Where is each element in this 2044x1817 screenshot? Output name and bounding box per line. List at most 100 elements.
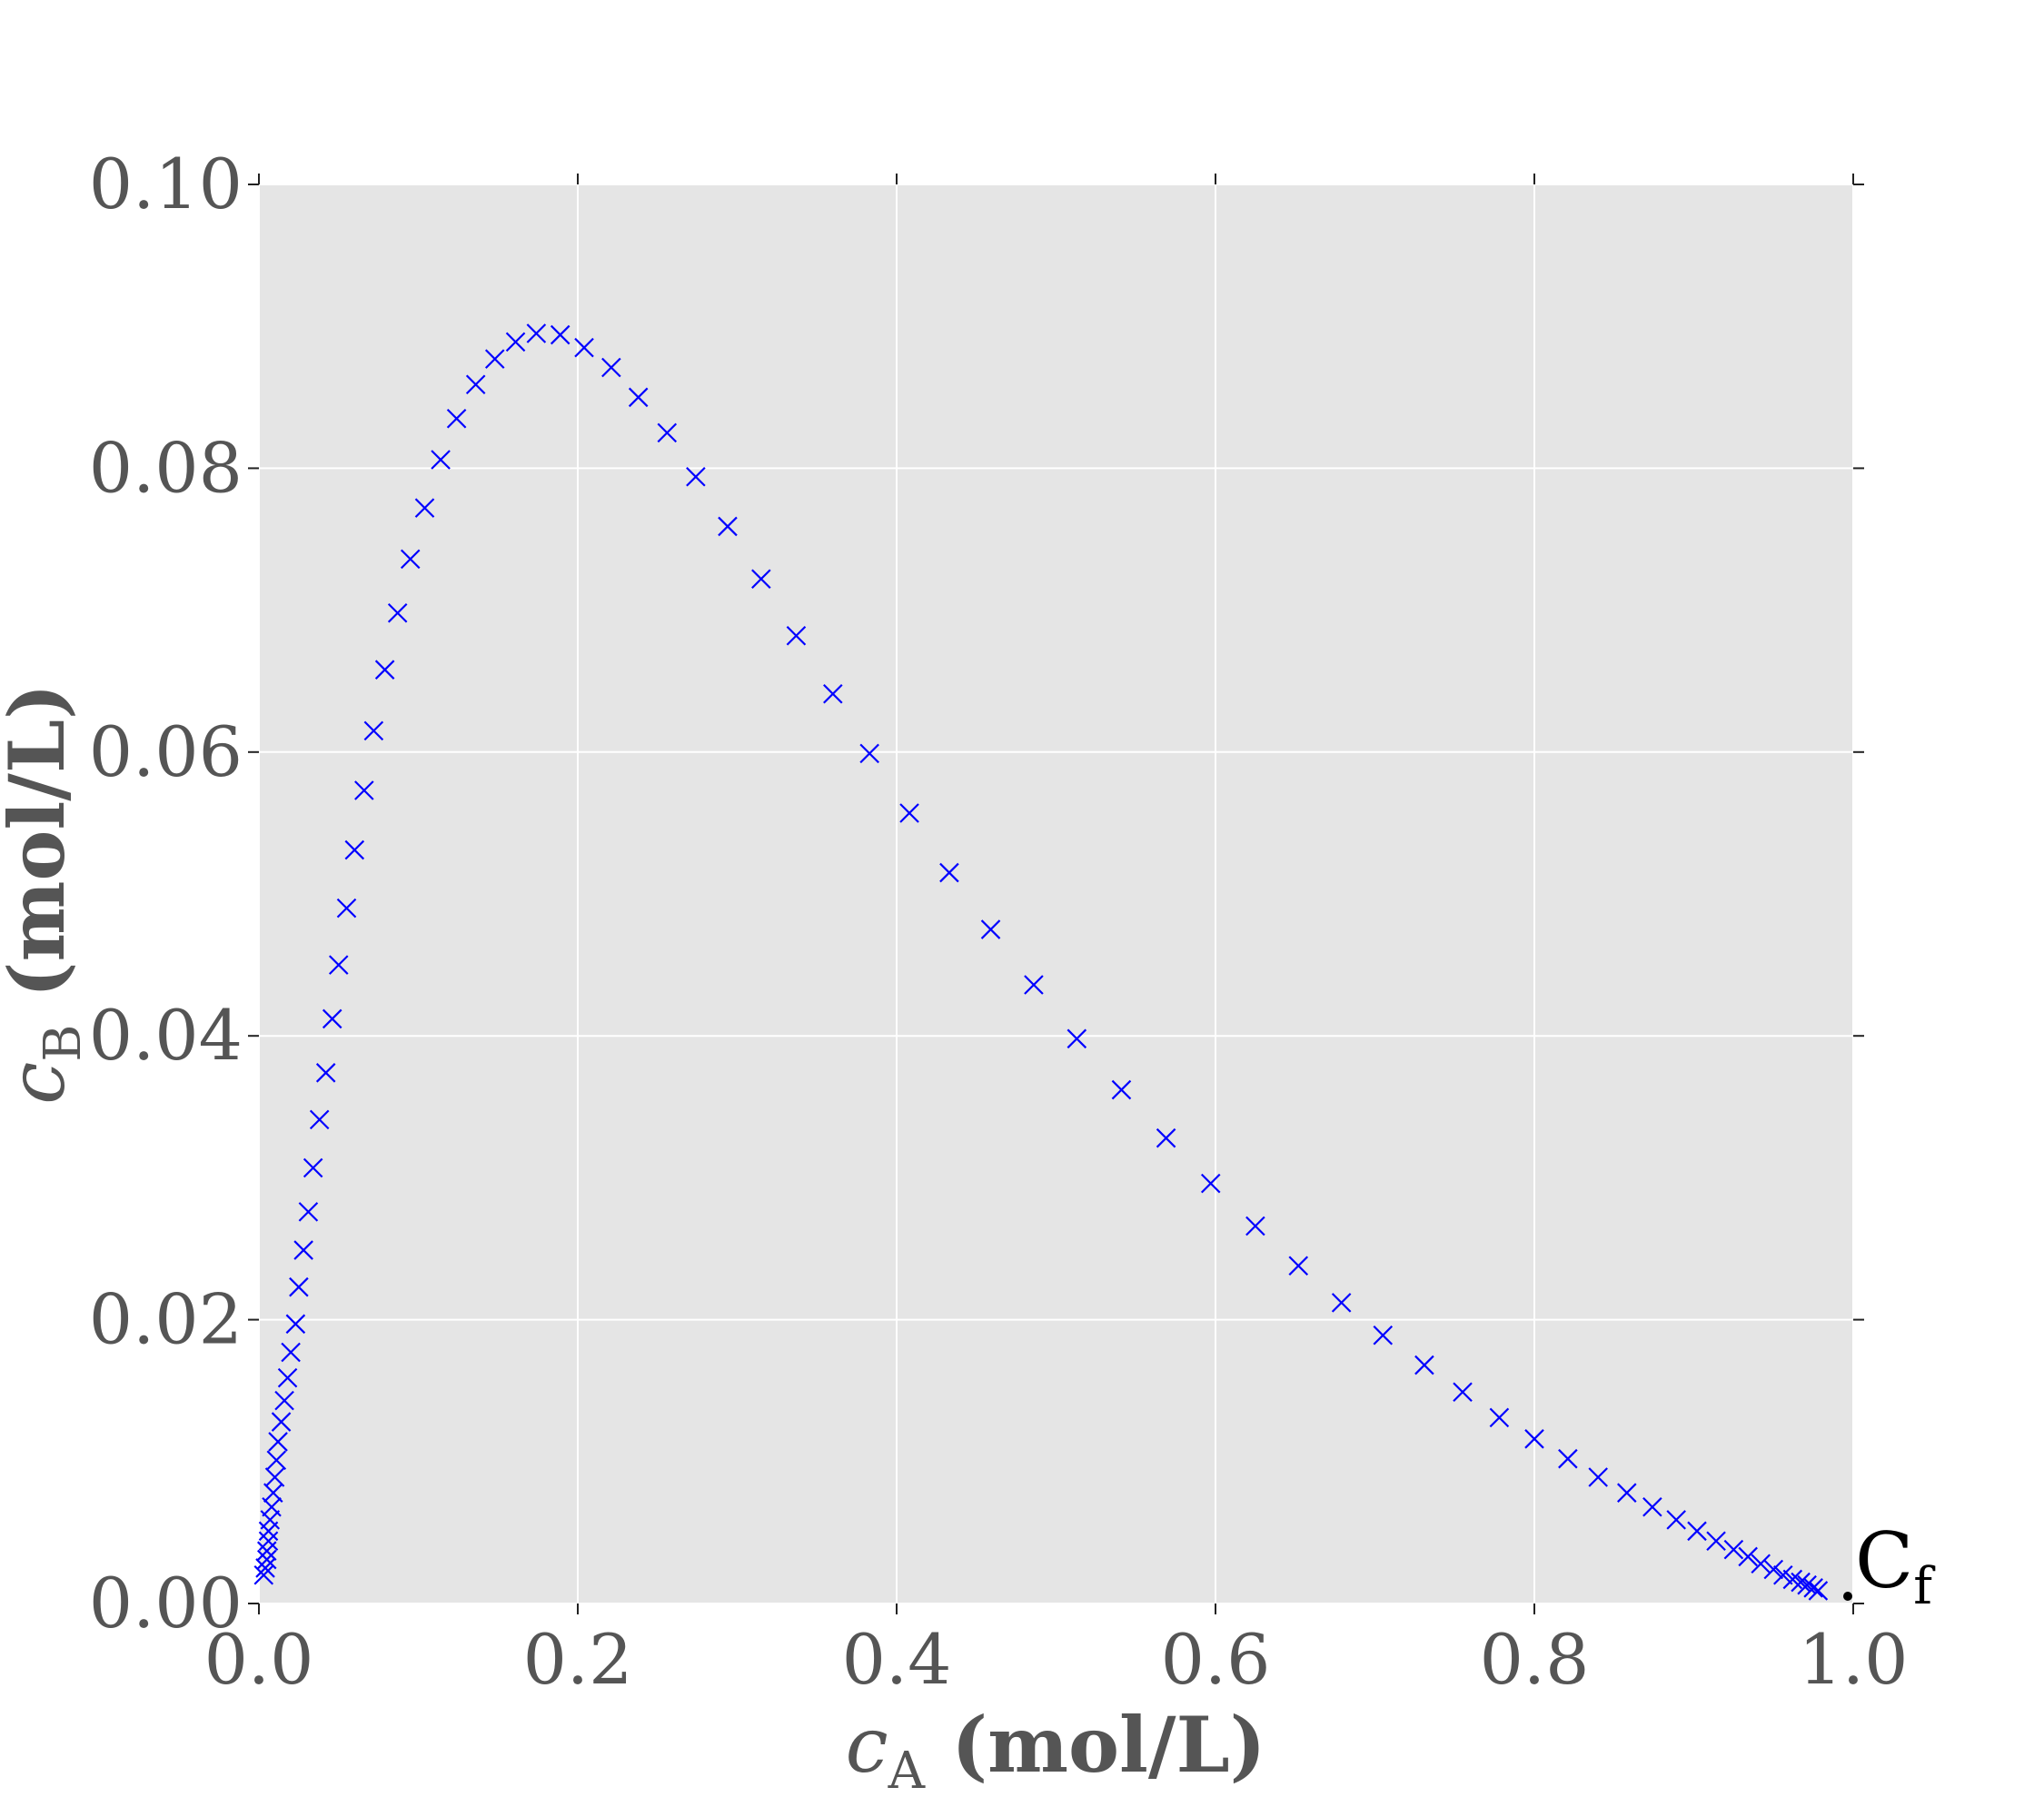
y-tick-labels: 0.00 0.02 0.04 0.06 0.08 0.10 [89,144,243,1643]
data-point [1797,1574,1817,1595]
data-point [309,1109,330,1130]
data-point [1558,1448,1578,1469]
x-axis-label-var: c [846,1701,888,1790]
data-point [285,1314,306,1335]
x-tick-label: 0.8 [1480,1619,1590,1700]
data-point [293,1240,313,1260]
data-point [1687,1521,1707,1542]
data-point [718,516,738,537]
y-axis-label-sub: B [34,1025,93,1062]
data-point [431,450,451,470]
x-tick-label: 0.4 [842,1619,952,1700]
y-tick-label: 0.06 [89,711,243,792]
feed-point-label: Cf [1855,1516,1936,1616]
data-point [786,625,807,646]
x-tick-label: 0.6 [1161,1619,1271,1700]
data-point [281,1342,301,1363]
data-point [268,1432,288,1452]
data-point [505,332,526,352]
data-point [939,862,959,883]
grid-lines [258,184,1854,1604]
y-axis-label: cB (mol/L) [0,683,93,1105]
data-point [574,337,594,358]
data-point [1751,1554,1771,1574]
y-tick-label: 0.10 [89,144,243,224]
data-point [1414,1355,1434,1375]
data-point [315,1063,336,1083]
data-point [256,1549,277,1570]
plot-area [259,184,1853,1604]
x-axis-label: cA (mol/L) [846,1700,1266,1801]
data-point [400,549,421,570]
data-point [277,1367,298,1388]
data-point [1288,1256,1309,1276]
data-point [271,1412,292,1432]
data-point [980,919,1001,939]
data-point [1706,1531,1726,1552]
data-point [328,955,349,975]
data-point [1373,1326,1394,1345]
x-tick-label: 0.2 [523,1619,633,1700]
data-point [303,1157,323,1178]
data-point [263,1483,283,1503]
data-point [1156,1127,1176,1148]
data-point [686,466,706,487]
data-point [374,660,395,680]
data-point [387,602,408,623]
data-point [298,1202,319,1222]
data-point [628,387,649,408]
data-point [1723,1539,1744,1560]
data-point [1024,975,1044,995]
data-point [657,422,678,443]
data-point [1331,1293,1352,1313]
data-point [266,1450,287,1471]
data-point [1808,1581,1829,1601]
x-axis-label-unit: (mol/L) [925,1700,1265,1790]
data-point [484,349,505,369]
data-point [336,898,357,918]
data-point [1453,1382,1473,1403]
data-point [465,374,486,395]
data-point [446,408,467,429]
feed-point-label-main: C [1855,1516,1913,1605]
data-point [322,1008,342,1029]
data-point [264,1467,285,1487]
y-tick-label: 0.02 [89,1279,243,1360]
data-point [1200,1173,1221,1194]
data-markers [253,323,1829,1601]
x-tick-label: 0.0 [204,1619,314,1700]
data-point [1738,1546,1758,1567]
feed-point-label-sub: f [1913,1557,1936,1616]
data-point [1617,1483,1637,1503]
data-point [601,357,621,378]
data-point [1803,1578,1823,1598]
data-point [1763,1559,1784,1580]
data-point [1791,1572,1811,1593]
tick-marks [248,174,1864,1614]
data-point [414,498,435,518]
data-point [526,323,547,343]
data-point [354,780,374,800]
y-tick-label: 0.08 [89,427,243,508]
data-point [289,1276,309,1297]
x-tick-label: 1.0 [1799,1619,1909,1700]
feed-point-marker [1843,1592,1852,1601]
data-point [1642,1497,1662,1517]
data-point [1588,1467,1608,1487]
data-point [258,1531,279,1552]
data-point [899,803,919,823]
data-point [859,743,879,764]
data-point [1524,1429,1544,1449]
data-point [1245,1216,1265,1236]
data-point [1489,1407,1510,1428]
data-point [274,1390,294,1411]
data-point [363,720,384,741]
data-point [1773,1564,1793,1585]
data-point [550,324,571,345]
data-point [1067,1028,1087,1049]
data-point [255,1558,275,1578]
x-axis-label-sub: A [888,1742,926,1801]
y-axis-label-var: c [0,1062,82,1105]
y-tick-label: 0.04 [89,995,243,1076]
